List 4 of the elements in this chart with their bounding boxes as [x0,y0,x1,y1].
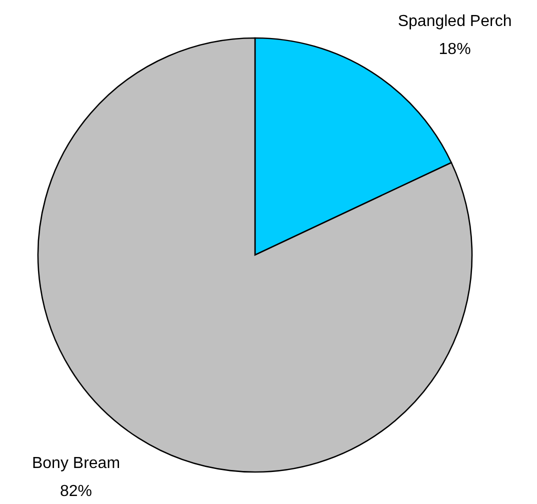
slice-label: Bony Bream [32,455,120,472]
data-label: 82% [60,483,92,500]
slice-label: Spangled Perch [398,12,512,30]
data-label: 18% [438,40,471,58]
